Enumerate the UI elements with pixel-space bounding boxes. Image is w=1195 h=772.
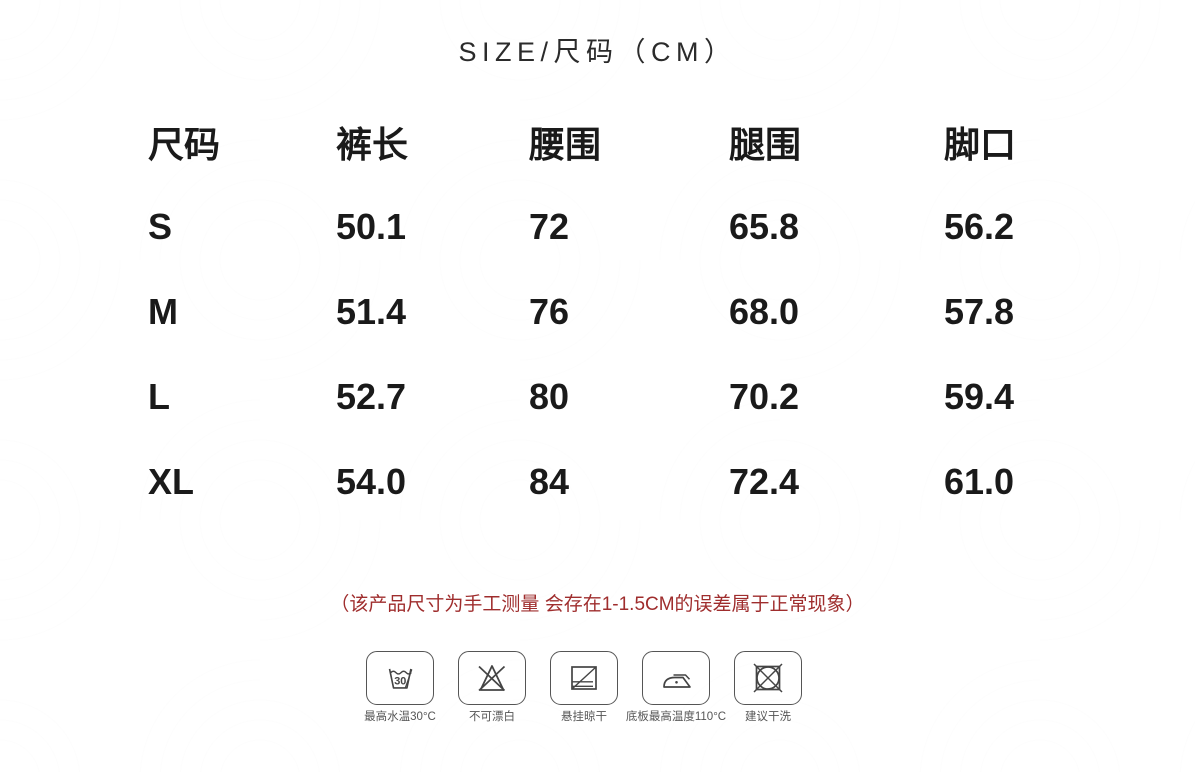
svg-text:30: 30 [394, 676, 406, 688]
